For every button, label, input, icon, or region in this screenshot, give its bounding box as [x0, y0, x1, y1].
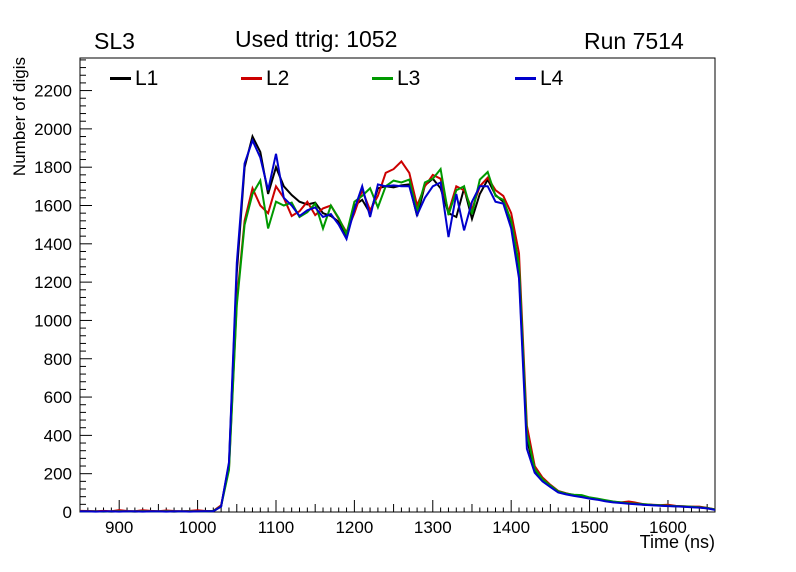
- plot-frame: [79, 57, 716, 513]
- legend-entry-l4: L4: [515, 66, 563, 90]
- series-line-l4: [80, 137, 716, 513]
- superlayer-title: SL3: [94, 28, 135, 54]
- y-tick-label: 1600: [34, 197, 72, 216]
- y-tick-label: 400: [44, 426, 72, 445]
- legend-entry-l1: L1: [110, 66, 158, 90]
- y-tick-label: 2000: [34, 120, 72, 139]
- y-axis-title: Number of digis: [10, 57, 29, 177]
- x-tick-label: 1100: [258, 518, 295, 537]
- y-tick-label: 1800: [34, 158, 72, 177]
- series-line-l1: [79, 133, 716, 513]
- legend-line-sample-l4: [515, 76, 536, 80]
- y-tick-label: 1200: [34, 273, 72, 292]
- legend-label-l2: L2: [266, 66, 290, 90]
- legend-entry-l2: L2: [241, 66, 289, 90]
- y-tick-label: 600: [44, 388, 72, 407]
- series-line-l2: [79, 159, 716, 513]
- series-line-l3: [80, 166, 716, 513]
- legend-entry-l3: L3: [372, 66, 420, 90]
- x-tick-label: 900: [105, 518, 133, 537]
- legend: L1 L2 L3 L4: [0, 66, 796, 90]
- y-tick-label: 200: [44, 465, 72, 484]
- y-tick-label: 1000: [34, 311, 72, 330]
- x-tick-label: 1600: [649, 518, 687, 537]
- legend-label-l4: L4: [540, 66, 564, 90]
- x-axis-title: Time (ns): [639, 532, 715, 552]
- legend-line-sample-l2: [241, 76, 262, 80]
- x-tick-label: 1200: [335, 518, 373, 537]
- y-tick-label: 1400: [34, 235, 72, 254]
- y-tick-label: 0: [63, 503, 72, 522]
- x-tick-label: 1500: [571, 518, 609, 537]
- legend-label-l1: L1: [135, 66, 159, 90]
- y-tick-label: 2200: [34, 82, 72, 101]
- ttrig-title: Used ttrig: 1052: [235, 26, 398, 52]
- legend-line-sample-l1: [110, 76, 131, 80]
- legend-label-l3: L3: [397, 66, 421, 90]
- x-tick-label: 1400: [492, 518, 530, 537]
- x-tick-label: 1000: [179, 518, 217, 537]
- run-title: Run 7514: [584, 28, 684, 54]
- legend-line-sample-l3: [372, 76, 393, 80]
- x-tick-label: 1300: [414, 518, 452, 537]
- y-tick-label: 800: [44, 350, 72, 369]
